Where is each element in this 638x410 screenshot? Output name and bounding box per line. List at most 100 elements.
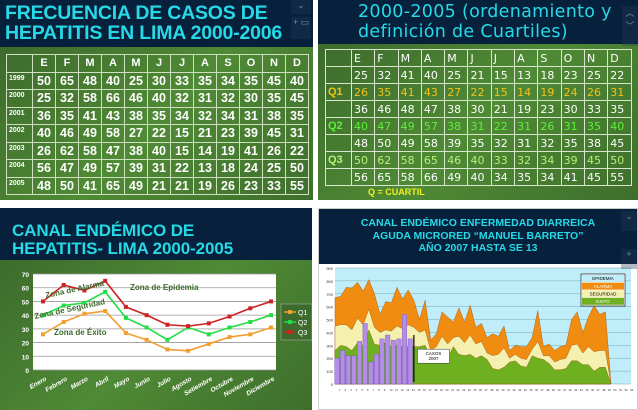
svg-text:20: 20 [445,388,449,392]
quartile-table-slide: 2000-2005 (ordenamiento y definición de … [318,0,638,200]
value-cell: 31 [285,124,309,143]
title-line-1: CANAL ENDÉMICO ENFERMEDAD DIARREICA [360,217,596,229]
value-cell: 31 [193,89,217,108]
value-cell: 40 [147,89,171,108]
value-cell: 23 [239,176,263,195]
table-row: 25 32 41 40 25 21 15 13 18 23 25 22 [325,66,632,84]
svg-text:400: 400 [326,330,333,335]
value-cell: 47 [374,117,399,135]
svg-text:600: 600 [326,305,333,310]
svg-text:50: 50 [22,299,30,306]
month-header: A [101,54,125,73]
value-cell: 32 [55,89,79,108]
svg-text:CASOS: CASOS [426,351,442,356]
value-cell: 40 [420,66,446,84]
value-cell: 58 [397,151,422,169]
table-row: 2000 25 32 58 66 46 40 32 31 32 30 35 45 [6,89,309,108]
slide-title: FRECUENCIA DE CASOS DE HEPATITIS EN LIMA… [0,0,313,47]
value-cell: 50 [374,134,399,152]
table-row: 36 46 48 47 38 30 21 19 23 30 33 35 [325,100,632,118]
zoom-controls-icon[interactable]: + ▭ [291,17,311,39]
month-header: M [78,54,102,73]
value-cell: 25 [350,66,376,84]
svg-text:15: 15 [417,388,421,392]
svg-text:0: 0 [25,368,29,375]
collapse-chevron-icon[interactable]: ⌄ [291,0,311,14]
svg-text:47: 47 [597,388,601,392]
value-cell: 57 [101,159,125,178]
value-cell: 26 [32,141,56,160]
value-cell: 45 [285,89,309,108]
svg-text:51: 51 [619,388,623,392]
svg-text:4: 4 [356,388,358,392]
svg-text:25: 25 [473,388,477,392]
value-cell: 56 [350,168,376,186]
value-cell: 32 [170,89,194,108]
svg-text:0: 0 [331,382,334,387]
svg-text:ALARMA: ALARMA [594,284,613,289]
value-cell: 58 [420,134,446,152]
value-cell: 31 [147,159,171,178]
value-cell: 14 [514,83,539,101]
value-cell: 21 [170,176,194,195]
value-cell: 40 [101,71,125,90]
svg-text:20: 20 [22,341,30,348]
value-cell: 19 [193,176,217,195]
value-cell: 41 [78,106,102,125]
year-cell: 2003 [6,141,33,160]
svg-text:Marzo: Marzo [70,376,90,391]
year-cell: 1999 [6,71,33,90]
value-cell: 43 [420,83,446,101]
svg-text:32: 32 [513,388,517,392]
value-cell: 21 [193,124,217,143]
value-cell: 65 [374,168,399,186]
value-cell: 22 [490,117,516,135]
value-cell: 56 [32,159,56,178]
value-cell: 34 [216,71,240,90]
value-cell: 50 [607,151,632,169]
value-cell: 41 [239,141,263,160]
value-cell: 22 [607,66,632,84]
scroll-chevron-icon[interactable]: ︿ ﹀ [622,6,638,46]
table-row: Q2 40 47 49 57 38 31 22 31 26 31 35 40 [325,117,632,135]
quartile-label: Q2 [325,117,352,135]
value-cell: 30 [467,100,492,118]
zoom-controls-icon[interactable]: + [621,249,637,269]
value-cell: 38 [124,141,148,160]
value-cell: 35 [239,71,263,90]
value-cell: 50 [350,151,376,169]
value-cell: 38 [444,100,469,118]
svg-text:28: 28 [490,388,494,392]
year-cell: 2002 [6,124,33,143]
value-cell: 50 [55,176,79,195]
svg-text:Abril: Abril [93,376,110,390]
quartile-label [325,100,352,118]
value-cell: 19 [537,83,562,101]
table-row: 2001 36 35 41 43 38 35 34 32 34 31 38 35 [6,106,309,125]
svg-text:50: 50 [613,388,617,392]
svg-text:2007: 2007 [428,356,439,361]
month-header: S [537,49,562,67]
collapse-chevron-icon[interactable]: ⌄ [621,211,637,231]
value-cell: 34 [537,168,562,186]
value-cell: 48 [350,134,376,152]
svg-text:10: 10 [22,354,30,361]
svg-text:12: 12 [401,388,405,392]
svg-text:300: 300 [326,343,333,348]
value-cell: 58 [78,89,102,108]
month-header: F [55,54,79,73]
value-cell: 30 [147,71,171,90]
value-cell: 46 [124,89,148,108]
value-cell: 36 [32,106,56,125]
value-cell: 34 [170,106,194,125]
value-cell: 39 [239,124,263,143]
value-cell: 25 [32,89,56,108]
value-cell: 32 [537,134,562,152]
svg-text:Zona de Éxito: Zona de Éxito [54,328,107,337]
value-cell: 19 [514,100,539,118]
table-row: 2002 40 46 49 58 27 22 15 21 23 39 45 31 [6,124,309,143]
svg-text:38: 38 [546,388,550,392]
year-cell: 2004 [6,159,33,178]
value-cell: 27 [124,124,148,143]
